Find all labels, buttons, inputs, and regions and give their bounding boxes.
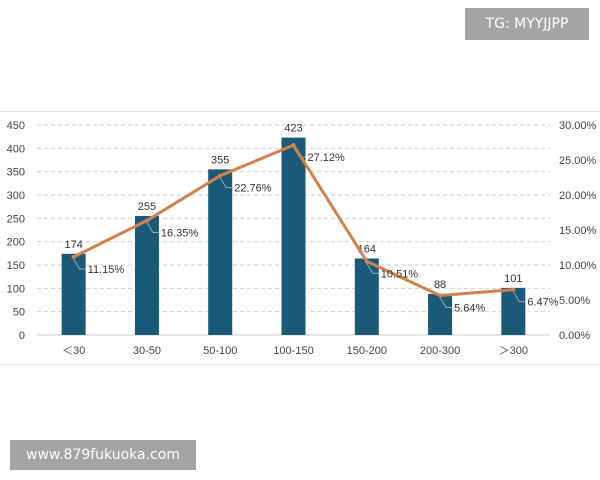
- bar: [61, 253, 86, 335]
- bar-value-label: 174: [64, 239, 82, 251]
- bar: [134, 216, 159, 335]
- percent-value-label: 16.35%: [161, 228, 199, 240]
- category-label: 150-200: [347, 345, 387, 357]
- chart-frame: [0, 111, 600, 365]
- bar: [354, 258, 379, 335]
- right-tick-label: 5.00%: [559, 295, 590, 307]
- left-axis-ticks: 0 50 100 150 200 250 300 350 400 450: [7, 120, 25, 342]
- right-tick-label: 25.00%: [559, 155, 597, 167]
- percent-value-label: 10.51%: [381, 268, 419, 280]
- percent-line: [71, 143, 516, 298]
- right-tick-label: 15.00%: [559, 225, 597, 237]
- percent-point: [291, 143, 296, 148]
- percent-point: [511, 287, 516, 292]
- category-label: ＞300: [499, 345, 528, 357]
- watermark-top: TG: MYYJJPP: [465, 8, 589, 40]
- bar: [281, 137, 306, 335]
- leader-line: [366, 263, 379, 274]
- percent-point: [71, 254, 76, 259]
- bar-value-label: 355: [211, 154, 229, 166]
- percent-value-label: 27.12%: [308, 152, 346, 164]
- left-tick-label: 0: [19, 330, 25, 342]
- category-label: 100-150: [273, 345, 313, 357]
- left-tick-label: 300: [7, 190, 25, 202]
- bar-value-label: 88: [434, 279, 446, 291]
- left-tick-label: 250: [7, 213, 25, 225]
- bar: [428, 293, 453, 335]
- category-label: 30-50: [133, 345, 161, 357]
- category-label: 50-100: [203, 345, 237, 357]
- right-tick-label: 10.00%: [559, 260, 597, 272]
- leader-line: [219, 177, 233, 189]
- percent-point: [218, 173, 223, 178]
- bar-value-label: 423: [284, 123, 302, 135]
- percent-value-label: 11.15%: [88, 264, 125, 276]
- percent-point: [144, 218, 149, 223]
- right-axis-ticks: 0.00% 5.00% 10.00% 15.00% 20.00% 25.00% 30.00%: [559, 120, 597, 342]
- bar: [208, 169, 233, 335]
- leader-line: [146, 222, 159, 234]
- right-tick-label: 0.00%: [559, 330, 590, 342]
- category-labels: ＜30 30-50 50-100 100-150 150-200 200-300 ＞300: [62, 345, 528, 357]
- right-tick-label: 30.00%: [559, 120, 597, 132]
- percent-point: [438, 293, 443, 298]
- percent-value-label: 22.76%: [234, 183, 272, 195]
- left-tick-label: 100: [7, 283, 25, 295]
- category-label: 200-300: [420, 345, 460, 357]
- percent-point: [364, 259, 369, 264]
- left-tick-label: 400: [7, 143, 25, 155]
- right-tick-label: 20.00%: [559, 190, 597, 202]
- leader-line: [73, 258, 86, 270]
- leader-line: [439, 297, 453, 309]
- bar-value-label: 101: [504, 273, 522, 285]
- left-tick-label: 200: [7, 237, 25, 249]
- left-tick-label: 50: [13, 307, 25, 319]
- percent-value-label: 5.64%: [454, 303, 485, 315]
- watermark-bottom: www.879fukuoka.com: [10, 440, 196, 470]
- gridlines: [37, 124, 550, 336]
- left-tick-label: 150: [7, 260, 25, 272]
- left-tick-label: 450: [7, 120, 25, 132]
- category-label: ＜30: [62, 345, 85, 357]
- bar-value-label: 255: [138, 201, 156, 213]
- bar: [501, 287, 526, 335]
- percent-data-labels: 11.15% 16.35% 22.76% 27.12% 10.51% 5.64% 6.47%: [88, 152, 559, 314]
- left-tick-label: 350: [7, 167, 25, 179]
- percent-value-label: 6.47%: [527, 297, 558, 309]
- bars: [61, 137, 526, 335]
- leader-line: [512, 291, 526, 303]
